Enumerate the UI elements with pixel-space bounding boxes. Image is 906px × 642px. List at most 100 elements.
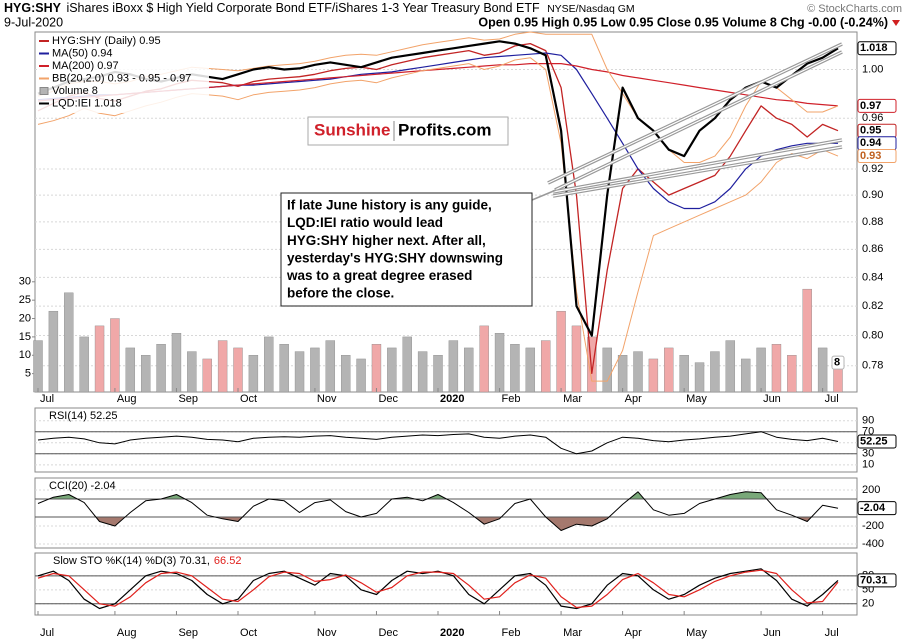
x-tick-label: Apr [625, 627, 642, 639]
last-value-box [857, 573, 897, 588]
last-value-box [857, 149, 897, 164]
volume-bar [479, 325, 489, 393]
y-tick-label: 90 [862, 415, 874, 427]
x-tick-label: 2020 [440, 627, 464, 639]
volume-bar [340, 355, 351, 393]
legend-label: LQD:IEI 1.018 [52, 97, 122, 109]
logo-text: Profits.com [398, 120, 492, 139]
last-value-box [857, 434, 897, 449]
x-tick-label: Dec [378, 393, 398, 405]
note-box [280, 192, 533, 307]
legend-label: MA(200) 0.97 [52, 60, 119, 72]
y-tick-label: 0.82 [862, 300, 883, 312]
volume-bar [448, 340, 459, 393]
x-tick-label: Oct [240, 627, 257, 639]
x-tick-label: Aug [117, 627, 137, 639]
volume-bar [64, 292, 74, 393]
y-tick-label: 0.92 [862, 163, 883, 175]
y-tick-label: 30 [19, 276, 31, 288]
volume-bar [371, 344, 382, 393]
credit: © StockCharts.com [807, 3, 902, 15]
note-line: was to a great degree erased [286, 268, 472, 283]
y-tick-label: 15 [19, 331, 31, 343]
panel-title: RSI(14) 52.25 [49, 410, 117, 422]
volume-bar [510, 344, 520, 393]
x-tick-label: Sep [178, 393, 198, 405]
x-tick-label: Jul [825, 393, 839, 405]
volume-bar [248, 355, 259, 393]
y-tick-label: 25 [19, 294, 31, 306]
y-tick-label: 10 [19, 349, 31, 361]
volume-bar [325, 340, 336, 393]
note-line: before the close. [287, 286, 394, 301]
x-tick-label: Jun [763, 393, 781, 405]
y-tick-label: 30 [862, 448, 874, 460]
x-tick-label: Nov [317, 393, 337, 405]
volume-bar [79, 336, 89, 393]
x-tick-label: Sep [178, 627, 198, 639]
plot-layer: Sunshine Profits.com If late June history … [280, 42, 843, 307]
volume-bar [294, 351, 305, 393]
trendline-core [554, 51, 843, 191]
x-tick-label: Jul [40, 627, 54, 639]
down-arrow [892, 20, 900, 26]
logo-text: Sunshine [314, 120, 391, 139]
y-tick-label: 10 [862, 459, 874, 471]
volume-bar [48, 310, 59, 393]
volume-bar [233, 347, 243, 393]
panel-frame [34, 477, 858, 549]
volume-bar [617, 355, 628, 393]
volume-bar [140, 355, 151, 393]
volume-bar [94, 325, 105, 393]
y-tick-label: 5 [25, 368, 31, 380]
y-tick-label: 0.86 [862, 243, 883, 255]
x-tick-label: Jun [763, 627, 781, 639]
last-value-label: 52.25 [860, 435, 888, 447]
volume-bar [171, 333, 182, 393]
y-tick-label: -400 [862, 538, 884, 550]
y-tick-label: 0.90 [862, 189, 883, 201]
trendline-core [547, 43, 843, 184]
x-tick-label: Nov [317, 627, 337, 639]
x-tick-label: Aug [117, 393, 137, 405]
volume-bar [402, 336, 412, 393]
last-value-label: 0.94 [860, 137, 882, 149]
volume-bar [710, 351, 720, 393]
x-tick-label: Jul [825, 627, 839, 639]
volume-bar [279, 344, 289, 393]
legend-entry: Slow STO %K(14) %D(3) 70.31, [53, 555, 210, 567]
volume-bar [648, 358, 659, 393]
volume-bar [679, 355, 689, 393]
callout-pointer [531, 189, 557, 201]
volume-bar [802, 288, 812, 393]
panel-title: CCI(20) -2.04 [49, 480, 116, 492]
last-value-box [831, 355, 845, 370]
volume-bar [217, 340, 228, 393]
last-value-label: 0.95 [860, 125, 881, 137]
volume-bar [125, 347, 136, 393]
y-tick-label: 0.96 [862, 112, 883, 124]
last-value-box [857, 501, 897, 516]
last-value-label: 0.97 [860, 100, 881, 112]
legend-swatch [39, 87, 49, 95]
volume-bar [740, 358, 751, 393]
symbol: HYG:SHY [4, 1, 62, 15]
volume-bar [571, 325, 582, 393]
volume-bar [110, 318, 120, 393]
legend-label: HYG:SHY (Daily) 0.95 [52, 35, 161, 47]
volume-bar [156, 344, 166, 393]
legend-label: Volume 8 [52, 85, 98, 97]
x-tick-label: 2020 [440, 393, 464, 405]
y-tick-label: 0.80 [862, 329, 883, 341]
volume-bar [725, 340, 736, 393]
volume-bar [356, 358, 366, 393]
x-tick-label: Jul [40, 393, 54, 405]
header-line: HYG:SHY iShares iBoxx $ High Yield Corpo… [4, 1, 635, 15]
volume-bar [787, 355, 797, 393]
volume-bar [633, 351, 643, 393]
trendline-core [552, 146, 843, 197]
volume-bar [540, 340, 551, 393]
panel-frame [34, 407, 858, 473]
x-tick-label: Feb [502, 393, 521, 405]
